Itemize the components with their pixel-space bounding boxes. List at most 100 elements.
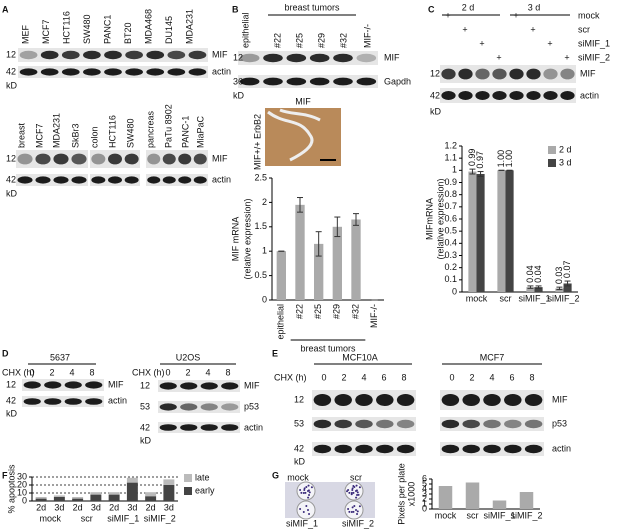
y-tick-label: 0 <box>262 294 267 304</box>
label: actin <box>108 395 127 405</box>
colony <box>355 496 358 499</box>
lane-label: PaTu 8902 <box>163 104 173 148</box>
band <box>35 153 51 165</box>
colony <box>299 507 302 510</box>
y-tick-label: 0 <box>452 286 457 296</box>
bar-segment <box>90 492 102 495</box>
band <box>108 176 122 184</box>
label: siMIF_2 <box>578 52 610 62</box>
bar <box>314 243 324 300</box>
lane-label: pancreas <box>145 110 155 148</box>
y-tick-label: 0.1 <box>444 274 457 284</box>
x-tick-label: 2d <box>109 502 119 512</box>
band <box>19 50 38 60</box>
band <box>334 419 352 429</box>
lane-label: SkBr3 <box>70 123 80 148</box>
lane-label: #25 <box>294 33 304 48</box>
label: actin <box>212 66 231 76</box>
y-tick-label: 0.9 <box>444 177 457 187</box>
lane-label: MIF-/- <box>362 24 372 48</box>
colony <box>307 509 309 511</box>
colony <box>350 511 353 514</box>
band <box>355 419 373 429</box>
lane-label: BT20 <box>123 22 133 44</box>
band <box>159 424 177 431</box>
lane-label: MCF7 <box>41 20 51 45</box>
y-tick-label: 6 <box>422 473 427 483</box>
lane-label: MDA231 <box>184 9 194 44</box>
band <box>178 176 192 184</box>
legend-swatch <box>184 474 192 482</box>
lane-label: MDA468 <box>143 9 153 44</box>
legend-swatch <box>548 146 556 154</box>
bar <box>351 219 361 300</box>
label: + <box>547 38 552 48</box>
band <box>167 50 186 60</box>
band <box>509 68 524 80</box>
label: kD <box>6 188 18 198</box>
label: 4 <box>489 372 494 382</box>
band <box>504 444 522 454</box>
colony <box>303 488 306 491</box>
label: 2 d <box>462 2 475 12</box>
y-tick-label: 2 <box>422 493 427 503</box>
bar-segment <box>35 497 47 499</box>
panel-label: B <box>232 4 239 14</box>
band <box>44 398 62 405</box>
label: actin <box>552 443 571 453</box>
label: MIF <box>384 52 400 62</box>
lane-label: PANC-1 <box>180 116 190 148</box>
band <box>356 53 377 63</box>
colony <box>356 493 359 496</box>
colony <box>350 493 353 496</box>
x-tick-label: siMIF_1 <box>518 293 550 303</box>
group-label: mock <box>39 513 61 523</box>
band <box>71 153 87 165</box>
lane-label: PANC1 <box>102 15 112 44</box>
y-tick-label: 0.5 <box>444 226 457 236</box>
y-tick-label: 2.5 <box>254 172 267 182</box>
band <box>355 394 373 406</box>
y-axis-title: (relative expression) <box>435 178 445 259</box>
plate <box>344 500 364 520</box>
band <box>441 91 456 100</box>
band <box>83 50 101 60</box>
bar-segment <box>72 497 84 499</box>
label: siMIF_1 <box>578 38 610 48</box>
colony <box>347 507 350 510</box>
colony <box>308 512 311 515</box>
band <box>396 444 415 454</box>
y-tick-label: 3 <box>422 488 427 498</box>
band <box>333 77 353 86</box>
label: MIF <box>108 379 124 389</box>
x-tick-label: 3d <box>91 502 101 512</box>
band <box>441 68 456 80</box>
label: 2 <box>185 367 190 377</box>
band <box>159 403 177 411</box>
label: MIF <box>552 394 568 404</box>
x-tick-label: 3d <box>164 502 174 512</box>
colony <box>348 491 351 494</box>
bar <box>295 204 305 300</box>
label: 8 <box>225 367 230 377</box>
band <box>239 77 260 86</box>
bar-segment <box>72 498 84 501</box>
label: 6 <box>381 372 386 382</box>
label: 0 <box>29 367 34 377</box>
label: 8 <box>529 372 534 382</box>
y-tick-label: 20 <box>17 479 27 489</box>
y-tick-label: 1.1 <box>444 153 457 163</box>
label: CHX (h) <box>132 367 165 377</box>
band <box>53 153 69 165</box>
label: kD <box>6 408 18 418</box>
bar <box>438 486 453 509</box>
x-tick-label: 2d <box>73 502 83 512</box>
x-tick-label: siMIF_1 <box>483 510 515 520</box>
colony <box>352 491 355 494</box>
band <box>462 394 480 406</box>
y-tick-label: 0.5 <box>254 270 267 280</box>
band <box>104 68 122 76</box>
y-tick-label: 0 <box>422 503 427 513</box>
band <box>108 153 122 165</box>
y-axis-title: % apoptosis <box>6 464 16 514</box>
